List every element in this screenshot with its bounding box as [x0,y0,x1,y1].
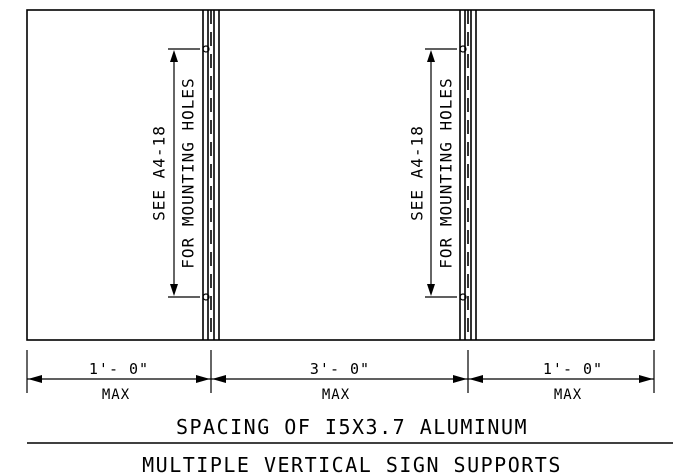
mounting-hole-icon [459,293,467,301]
left-hole-callout: SEE A4-18 FOR MOUNTING HOLES [150,48,200,298]
mounting-hole-icon [459,45,467,53]
hole-note-line1: SEE A4-18 [150,125,169,221]
dimension-limit-middle: MAX [322,387,350,403]
arrow-right-icon [639,375,653,383]
right-support [459,10,477,340]
dimension-value-middle: 3'- 0" [310,360,370,378]
dimension-chain: 1'- 0" MAX 3'- 0" MAX 1'- 0" MAX [26,350,655,403]
edge-mark: N [0,155,4,166]
arrow-right-icon [453,375,467,383]
left-support [202,10,220,340]
arrow-left-icon [469,375,483,383]
dimension-value-right: 1'- 0" [543,360,603,378]
arrow-up-icon [427,50,435,62]
hole-note-line2: FOR MOUNTING HOLES [179,77,198,268]
hole-note-line2: FOR MOUNTING HOLES [437,77,456,268]
arrow-down-icon [170,284,178,296]
arrow-up-icon [170,50,178,62]
dimension-limit-right: MAX [554,387,582,403]
title-line-1: SPACING OF I5X3.7 ALUMINUM [176,415,528,439]
arrow-left-icon [212,375,226,383]
arrow-left-icon [28,375,42,383]
arrow-right-icon [196,375,210,383]
right-hole-callout: SEE A4-18 FOR MOUNTING HOLES [408,48,457,298]
sign-panel-outline [26,9,655,341]
dimension-limit-left: MAX [102,387,130,403]
hole-note-line1: SEE A4-18 [408,125,427,221]
dimension-value-left: 1'- 0" [89,360,149,378]
title-line-2: MULTIPLE VERTICAL SIGN SUPPORTS [142,453,562,476]
mounting-hole-icon [202,45,210,53]
mounting-hole-icon [202,293,210,301]
arrow-down-icon [427,284,435,296]
